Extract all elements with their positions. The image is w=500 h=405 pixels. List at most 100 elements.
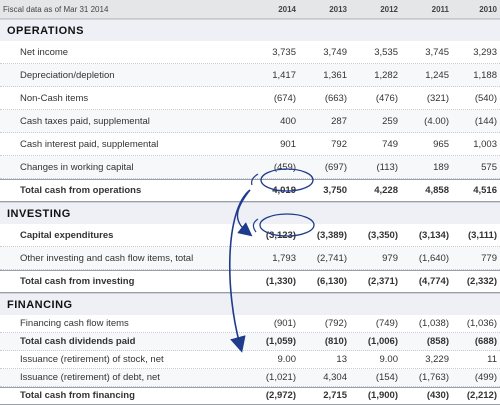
cell-value: 1,361 [323, 70, 347, 81]
row-label: Total cash from investing [20, 276, 135, 287]
cell-value: 965 [433, 139, 449, 150]
cell-value: 4,228 [374, 185, 398, 196]
row-label: Issuance (retirement) of stock, net [20, 353, 164, 365]
cell-value: (3,123) [265, 230, 296, 241]
cell-value: 13 [336, 354, 347, 365]
table-row: Total cash dividends paid (1,059) (810) … [0, 333, 500, 351]
cell-value: 1,003 [473, 139, 497, 150]
section-header-financing: FINANCING [0, 293, 500, 315]
cell-value: (476) [375, 93, 398, 104]
cell-value: 259 [382, 116, 398, 127]
cell-value: 4,304 [323, 372, 347, 383]
cell-value: 792 [331, 139, 347, 150]
fiscal-caption: Fiscal data as of Mar 31 2014 [3, 4, 109, 14]
cell-value: (810) [324, 336, 347, 347]
section-title: INVESTING [7, 207, 71, 220]
cell-value: (4,774) [418, 276, 449, 287]
table-row: Cash taxes paid, supplemental 400 287 25… [0, 110, 500, 133]
row-label: Total cash dividends paid [20, 335, 136, 347]
cell-value: 3,735 [272, 47, 296, 58]
section-title: FINANCING [7, 298, 73, 311]
cell-value: 979 [382, 253, 398, 264]
cell-value: (792) [324, 318, 347, 329]
total-row: Total cash from operations 4,019 3,750 4… [0, 179, 500, 202]
cell-value: 1,188 [473, 70, 497, 81]
cell-value: 3,535 [374, 47, 398, 58]
cell-value: 287 [331, 116, 347, 127]
cell-value: 3,293 [473, 47, 497, 58]
year-header: 2013 [329, 5, 347, 14]
cell-value: (2,332) [466, 276, 497, 287]
row-label: Issuance (retirement) of debt, net [20, 371, 160, 383]
year-header: 2012 [380, 5, 398, 14]
cell-value: (3,389) [316, 230, 347, 241]
year-header: 2010 [479, 5, 497, 14]
cell-value: (154) [375, 372, 398, 383]
row-label: Total cash from operations [20, 185, 142, 196]
cell-value: (1,021) [265, 372, 296, 383]
row-label: Total cash from financing [20, 390, 135, 401]
cell-value: (3,111) [467, 230, 497, 241]
cell-value: (2,741) [316, 253, 347, 264]
table-row: Net income 3,735 3,749 3,535 3,745 3,293 [0, 41, 500, 64]
cell-value: (3,134) [418, 230, 449, 241]
total-row: Total cash from financing (2,972) 2,715 … [0, 387, 500, 405]
cell-value: 3,750 [323, 185, 347, 196]
cell-value: (1,036) [466, 318, 497, 329]
cell-value: 749 [382, 139, 398, 150]
cell-value: 1,282 [374, 70, 398, 81]
cell-value: 4,516 [473, 185, 497, 196]
table-row: Changes in working capital (459) (697) (… [0, 156, 500, 179]
cell-value: (697) [324, 162, 347, 173]
row-label: Non-Cash items [20, 92, 89, 104]
cell-value: 1,245 [425, 70, 449, 81]
cell-value: (1,038) [418, 318, 449, 329]
cell-value: 1,417 [272, 70, 296, 81]
cell-value: 400 [280, 116, 296, 127]
row-label: Other investing and cash flow items, tot… [20, 252, 194, 264]
cell-value: 4,858 [425, 185, 449, 196]
cell-value: 11 [487, 354, 497, 365]
row-label: Cash taxes paid, supplemental [20, 115, 150, 127]
row-label: Depreciation/depletion [20, 69, 115, 81]
cell-value: 189 [433, 162, 449, 173]
table-row: Financing cash flow items (901) (792) (7… [0, 315, 500, 333]
cell-value: (540) [474, 93, 497, 104]
cell-value: (1,330) [265, 276, 296, 287]
cell-value: (321) [426, 93, 449, 104]
cell-value: (858) [426, 336, 449, 347]
table-row: Cash interest paid, supplemental 901 792… [0, 133, 500, 156]
cell-value: 3,749 [323, 47, 347, 58]
cell-value: (663) [324, 93, 347, 104]
row-label: Capital expenditures [20, 229, 114, 241]
cell-value: (1,059) [265, 336, 296, 347]
cell-value: (2,972) [265, 390, 296, 401]
cell-value: (1,640) [418, 253, 449, 264]
table-row: Other investing and cash flow items, tot… [0, 247, 500, 270]
table-row: Issuance (retirement) of stock, net 9.00… [0, 351, 500, 369]
cell-value: (1,006) [367, 336, 398, 347]
cell-value: (4.00) [424, 116, 449, 127]
cell-value: 4,019 [272, 185, 296, 196]
table-row: Capital expenditures (3,123) (3,389) (3,… [0, 224, 500, 247]
cell-value: (2,212) [466, 390, 497, 401]
year-headers: 2014 2013 2012 2011 2010 [253, 0, 500, 18]
cell-value: (674) [273, 93, 296, 104]
row-label: Cash interest paid, supplemental [20, 138, 159, 150]
cell-value: 3,229 [425, 354, 449, 365]
cell-value: (3,350) [367, 230, 398, 241]
cell-value: 779 [481, 253, 497, 264]
row-label: Net income [20, 46, 69, 58]
cell-value: 9.00 [379, 354, 399, 365]
cell-value: (113) [376, 162, 398, 173]
table-header: Fiscal data as of Mar 31 2014 2014 2013 … [0, 0, 500, 19]
year-header: 2014 [278, 5, 296, 14]
cell-value: (1,763) [418, 372, 449, 383]
row-label: Financing cash flow items [20, 317, 129, 329]
year-header: 2011 [431, 5, 449, 14]
cell-value: (2,371) [367, 276, 398, 287]
cell-value: (499) [474, 372, 497, 383]
cell-value: (688) [474, 336, 497, 347]
cell-value: (749) [375, 318, 398, 329]
